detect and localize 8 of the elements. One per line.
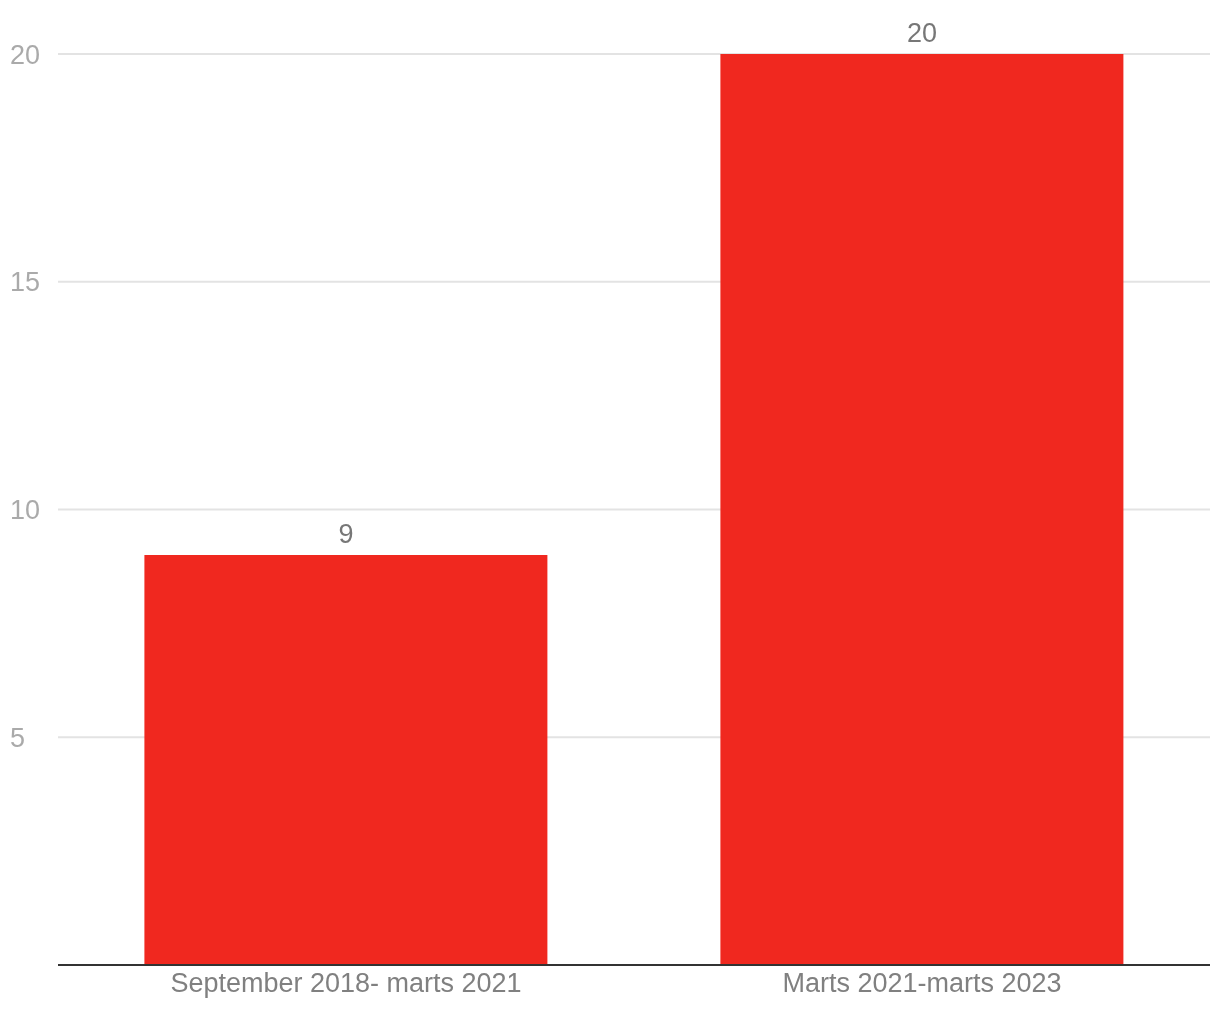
y-tick-label: 20: [10, 39, 41, 70]
x-tick-label: Marts 2021-marts 2023: [782, 968, 1062, 999]
data-label: 20: [906, 18, 937, 48]
data-label: 9: [338, 519, 354, 550]
y-tick-label: 15: [10, 267, 41, 298]
x-tick-label: September 2018- marts 2021: [170, 968, 522, 999]
y-tick-label: 5: [10, 722, 26, 753]
y-tick-label: 10: [10, 495, 41, 526]
